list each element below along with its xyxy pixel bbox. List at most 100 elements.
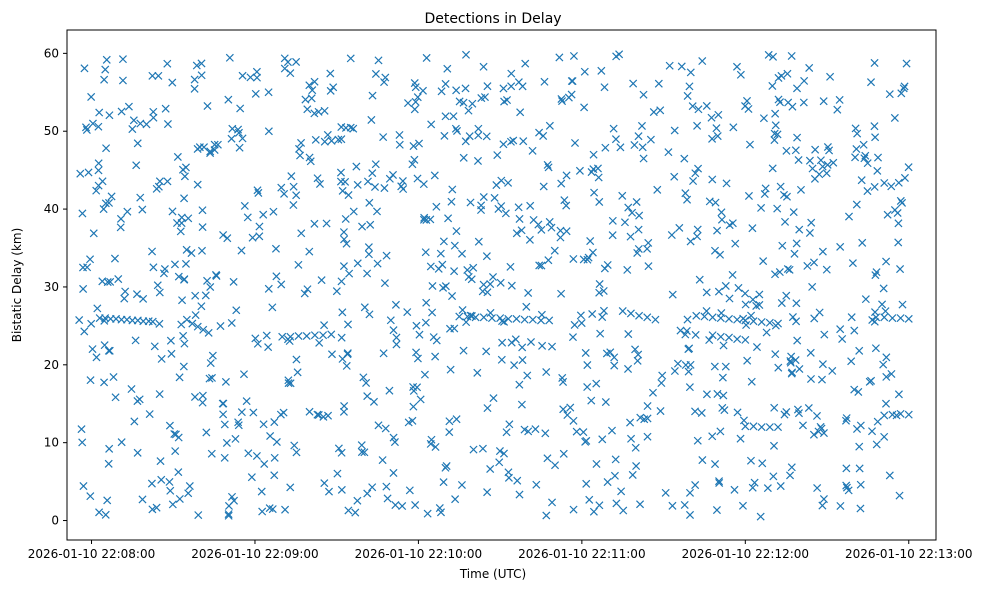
- data-point: [774, 95, 783, 104]
- data-point: [391, 501, 400, 510]
- data-point: [86, 255, 95, 264]
- data-point: [848, 259, 857, 268]
- data-point: [505, 420, 514, 429]
- data-point: [239, 370, 249, 379]
- data-point: [759, 257, 768, 266]
- data-point: [658, 371, 667, 380]
- data-point: [166, 336, 175, 345]
- data-point: [636, 500, 645, 509]
- data-point: [473, 368, 482, 377]
- data-point: [615, 50, 624, 59]
- data-point: [371, 69, 380, 78]
- data-point: [495, 447, 504, 456]
- data-point: [836, 501, 845, 510]
- data-point: [589, 507, 598, 516]
- data-point: [804, 403, 813, 413]
- data-point: [879, 284, 888, 293]
- data-point: [339, 262, 348, 271]
- data-point: [757, 203, 766, 212]
- data-point: [872, 440, 881, 449]
- data-point: [771, 350, 780, 359]
- data-point: [448, 292, 457, 301]
- data-point: [795, 364, 804, 374]
- data-point: [755, 300, 764, 309]
- data-point: [783, 69, 792, 78]
- data-point: [468, 99, 477, 108]
- data-point: [255, 222, 264, 231]
- data-point: [363, 177, 372, 186]
- data-point: [858, 238, 867, 247]
- data-point: [478, 444, 487, 453]
- data-point: [168, 78, 177, 87]
- data-point: [155, 288, 164, 297]
- data-point: [364, 243, 373, 252]
- data-point: [403, 99, 413, 108]
- data-point: [510, 361, 519, 370]
- data-point: [818, 360, 827, 369]
- data-point: [496, 278, 505, 287]
- data-point: [176, 227, 185, 236]
- data-point: [569, 254, 578, 263]
- x-tick-label: 2026-01-10 22:10:00: [355, 547, 482, 561]
- data-point: [882, 353, 891, 362]
- data-point: [763, 484, 772, 493]
- data-point: [507, 281, 516, 290]
- data-point: [405, 486, 414, 495]
- data-point: [769, 472, 778, 481]
- data-point: [102, 144, 111, 153]
- data-point: [745, 140, 754, 149]
- data-point: [816, 156, 825, 165]
- data-point: [697, 408, 706, 417]
- data-point: [211, 270, 221, 279]
- data-point: [820, 330, 829, 339]
- data-point: [351, 508, 360, 517]
- data-point: [116, 214, 125, 223]
- data-point: [175, 494, 184, 503]
- data-point: [633, 248, 642, 257]
- data-point: [463, 312, 472, 321]
- data-point: [398, 177, 407, 186]
- data-point: [685, 344, 694, 353]
- data-point: [422, 53, 431, 62]
- data-point: [323, 411, 333, 420]
- data-point: [750, 478, 759, 487]
- data-point: [220, 453, 229, 462]
- data-point: [253, 339, 262, 348]
- data-point: [795, 225, 804, 234]
- data-point: [829, 158, 838, 167]
- data-point: [486, 464, 495, 474]
- data-point: [715, 478, 724, 487]
- data-point: [896, 196, 905, 205]
- data-point: [197, 71, 206, 80]
- data-point: [770, 129, 779, 138]
- data-point: [547, 342, 557, 351]
- data-point: [95, 508, 104, 517]
- data-point: [320, 106, 329, 115]
- data-point: [440, 131, 449, 140]
- data-point: [155, 177, 164, 186]
- data-point: [457, 480, 466, 489]
- data-point: [803, 261, 812, 270]
- data-point: [757, 423, 766, 432]
- data-point: [688, 102, 697, 111]
- data-point: [514, 203, 523, 212]
- data-point: [805, 156, 814, 165]
- data-point: [741, 289, 750, 298]
- data-point: [118, 76, 127, 85]
- data-point: [835, 95, 844, 104]
- data-point: [643, 401, 652, 411]
- data-point: [881, 399, 891, 408]
- data-point: [436, 249, 445, 258]
- data-point: [716, 332, 725, 341]
- data-point: [577, 319, 586, 328]
- data-point: [800, 76, 809, 85]
- data-point: [323, 130, 332, 139]
- data-point: [776, 482, 785, 491]
- data-point: [818, 247, 827, 256]
- data-point: [631, 443, 640, 452]
- data-point: [580, 67, 589, 76]
- data-point: [248, 233, 257, 242]
- data-point: [219, 410, 228, 419]
- data-point: [878, 300, 887, 309]
- data-point: [360, 303, 369, 312]
